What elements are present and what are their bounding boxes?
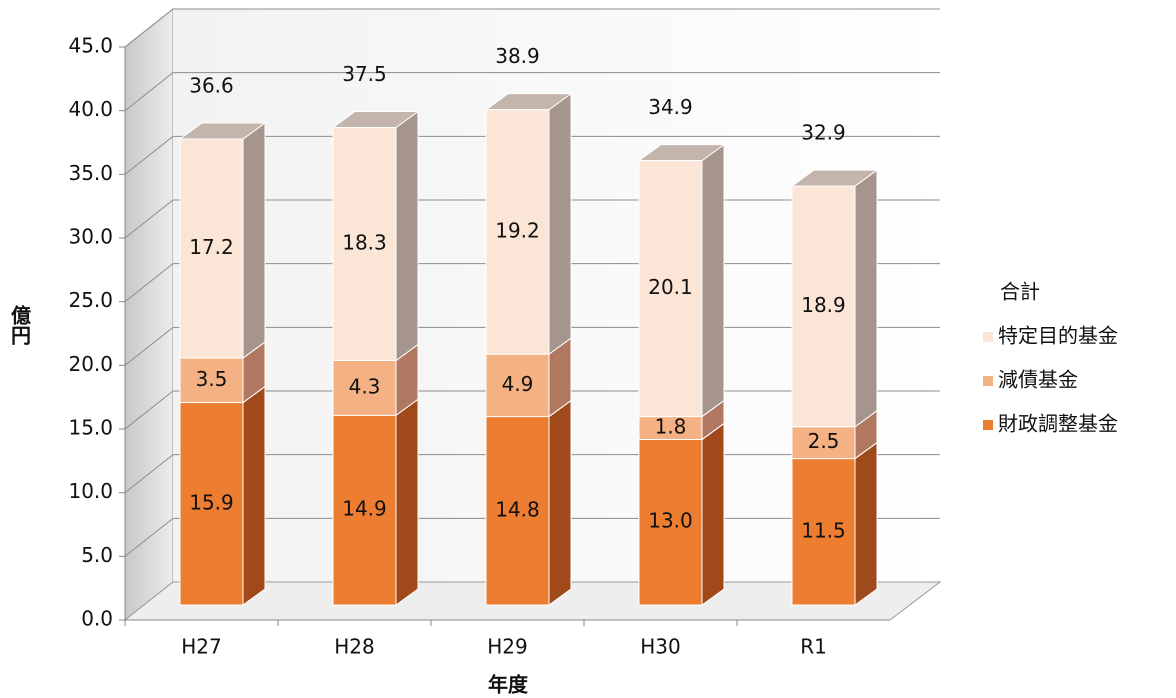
- bar: [791, 458, 856, 606]
- y-tick-label: 20.0: [68, 352, 113, 376]
- bar-side: [395, 398, 419, 606]
- data-label: 1.8: [655, 415, 687, 439]
- x-tick-label: H27: [181, 635, 222, 659]
- bar: [791, 426, 856, 460]
- bar: [332, 360, 397, 416]
- bar: [638, 160, 703, 418]
- total-label: 37.5: [342, 62, 387, 86]
- data-label: 3.5: [196, 367, 228, 391]
- bar-side: [242, 121, 266, 359]
- data-label: 2.5: [808, 429, 840, 453]
- total-label: 36.6: [189, 73, 234, 97]
- data-label: 14.9: [342, 497, 387, 521]
- side-wall: [124, 7, 174, 622]
- y-tick-label: 10.0: [68, 479, 113, 503]
- data-label: 17.2: [189, 235, 234, 259]
- y-axis-title: 億円: [8, 304, 32, 345]
- data-label: 18.3: [342, 231, 387, 255]
- y-tick-label: 40.0: [68, 97, 113, 121]
- y-tick-label: 25.0: [68, 288, 113, 312]
- data-label: 18.9: [801, 293, 846, 317]
- bar: [791, 185, 856, 428]
- grid-line: [124, 8, 940, 48]
- labels: 0.0 5.0 10.0 15.0 20.0 25.0 30.0 35.0 40.0 45.0 H2…: [68, 34, 845, 659]
- x-tick-label: H30: [640, 635, 681, 659]
- grid-line: [124, 72, 940, 112]
- bar-side: [854, 441, 878, 606]
- data-label: 13.0: [648, 509, 693, 533]
- grid-line: [124, 135, 940, 175]
- bar: [485, 416, 550, 606]
- bars: [178, 92, 879, 606]
- bar-side: [701, 422, 725, 606]
- bar: [332, 127, 397, 362]
- legend-label: 財政調整基金: [998, 412, 1118, 436]
- bar: [638, 438, 703, 606]
- x-tick-label: R1: [800, 635, 827, 659]
- data-label: 15.9: [189, 490, 234, 514]
- bar-side: [395, 110, 419, 362]
- data-label: 4.3: [349, 374, 381, 398]
- x-tick-label: H29: [487, 635, 528, 659]
- data-label: 11.5: [801, 518, 846, 542]
- total-label: 38.9: [495, 44, 540, 68]
- data-label: 19.2: [495, 218, 540, 242]
- legend-label: 合計: [1000, 280, 1040, 304]
- legend-swatch: [983, 420, 993, 430]
- y-tick-label: 0.0: [81, 607, 113, 631]
- bar: [485, 353, 550, 418]
- bar: [179, 138, 244, 359]
- legend-swatch: [983, 332, 993, 342]
- data-label: 4.9: [502, 372, 534, 396]
- bar-side: [548, 92, 572, 356]
- bar-side: [548, 399, 572, 606]
- bar-side: [242, 385, 266, 606]
- bar: [179, 357, 244, 404]
- data-label: 20.1: [648, 275, 693, 299]
- legend-label: 特定目的基金: [998, 324, 1118, 348]
- legend-swatch: [983, 376, 993, 386]
- bar: [179, 402, 244, 606]
- data-label: 14.8: [495, 497, 540, 521]
- bar-side: [854, 169, 878, 428]
- y-tick-label: 30.0: [68, 225, 113, 249]
- bar-side: [701, 143, 725, 418]
- y-tick-label: 15.0: [68, 416, 113, 440]
- legend-label: 減債基金: [998, 368, 1078, 392]
- total-label: 32.9: [801, 121, 846, 145]
- y-tick-label: 45.0: [68, 34, 113, 58]
- total-label: 34.9: [648, 95, 693, 119]
- x-tick-label: H28: [334, 635, 375, 659]
- y-tick-label: 35.0: [68, 161, 113, 185]
- y-tick-label: 5.0: [81, 543, 113, 567]
- bar: [485, 109, 550, 355]
- bar: [332, 414, 397, 606]
- x-axis-title: 年度: [488, 673, 529, 697]
